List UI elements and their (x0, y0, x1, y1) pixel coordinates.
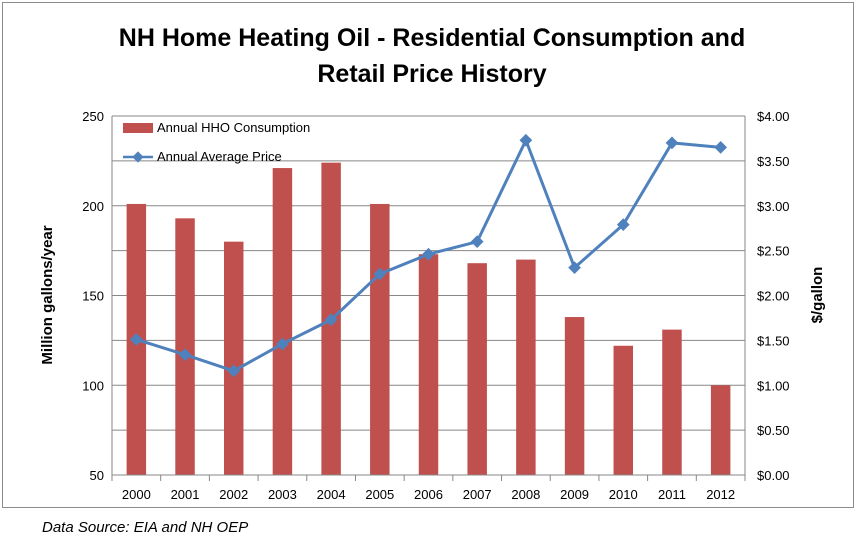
axes (111, 116, 746, 481)
x-tick-label: 2006 (414, 487, 443, 502)
y-right-tick-label: $4.00 (757, 109, 790, 124)
bar-2005 (370, 203, 390, 475)
x-tick-label: 2001 (171, 487, 200, 502)
legend-label-price: Annual Average Price (157, 149, 282, 164)
x-tick-label: 2000 (122, 487, 151, 502)
y-right-tick-label: $2.00 (757, 289, 790, 304)
chart-title-line-2: Retail Price History (317, 60, 547, 88)
price-marker-2007 (470, 235, 484, 249)
right-axis-ticks: $4.00 $3.50 $3.00 $2.50 $2.00 $1.50 $1.00 $0.50… (757, 109, 790, 483)
x-tick-label: 2002 (219, 487, 248, 502)
bar-2011 (662, 329, 682, 475)
consumption-bars (126, 162, 731, 476)
bar-2010 (613, 345, 634, 475)
bar-2006 (418, 254, 439, 475)
legend-swatch-bar (123, 123, 153, 133)
y-right-tick-label: $2.50 (757, 244, 790, 259)
x-tick-label: 2011 (658, 487, 686, 502)
legend-label-consumption: Annual HHO Consumption (157, 120, 310, 135)
data-source-note: Data Source: EIA and NH OEP (42, 519, 249, 536)
bar-2001 (175, 218, 195, 475)
price-marker-2012 (714, 141, 728, 154)
left-axis-ticks: 250 200 150 100 50 (82, 109, 104, 483)
price-marker-2003 (276, 337, 289, 351)
x-tick-label: 2007 (463, 487, 492, 502)
chart-title: NH Home Heating Oil - Residential Consum… (0, 20, 864, 92)
bar-2007 (467, 263, 487, 475)
x-tick-label: 2004 (317, 487, 346, 502)
legend: Annual HHO Consumption Annual Average Pr… (123, 120, 310, 164)
y-left-tick-label: 100 (82, 378, 104, 393)
x-tick-label: 2003 (268, 487, 297, 502)
price-marker-2002 (227, 364, 241, 378)
price-marker-2008 (519, 133, 533, 147)
y-left-tick-label: 150 (82, 289, 104, 304)
bar-2002 (223, 241, 244, 475)
chart-title-line-1: NH Home Heating Oil - Residential Consum… (118, 24, 746, 52)
y-right-tick-label: $3.00 (757, 199, 790, 214)
x-tick-label: 2008 (511, 487, 540, 502)
price-marker-2005 (373, 267, 387, 281)
legend-swatch-marker (132, 151, 144, 163)
y-right-tick-label: $1.00 (757, 378, 790, 393)
x-tick-label: 2009 (560, 487, 589, 502)
price-marker-2004 (324, 313, 338, 327)
x-axis-ticks: 2000 2001 2002 2003 2004 2005 2006 2007 2008 2009… (122, 487, 735, 502)
x-tick-label: 2012 (706, 487, 735, 502)
price-marker-2011 (665, 136, 679, 150)
x-tick-label: 2010 (609, 487, 638, 502)
bar-2008 (516, 259, 536, 475)
y-axis-right-title: $/gallon (809, 267, 826, 324)
y-right-tick-label: $3.50 (757, 154, 790, 169)
y-right-tick-label: $0.50 (757, 423, 790, 438)
bar-2009 (564, 317, 585, 475)
price-marker-2006 (422, 247, 435, 261)
x-tick-label: 2005 (365, 487, 394, 502)
price-marker-2000 (129, 333, 143, 346)
y-left-tick-label: 200 (82, 199, 104, 214)
bar-2003 (272, 168, 293, 475)
price-marker-2001 (178, 348, 192, 362)
y-left-tick-label: 50 (90, 468, 104, 483)
y-right-tick-label: $0.00 (757, 468, 790, 483)
y-left-tick-label: 250 (82, 109, 104, 124)
bar-2012 (710, 385, 731, 475)
y-axis-left-title: Million gallons/year (39, 225, 56, 364)
y-right-tick-label: $1.50 (757, 333, 790, 348)
